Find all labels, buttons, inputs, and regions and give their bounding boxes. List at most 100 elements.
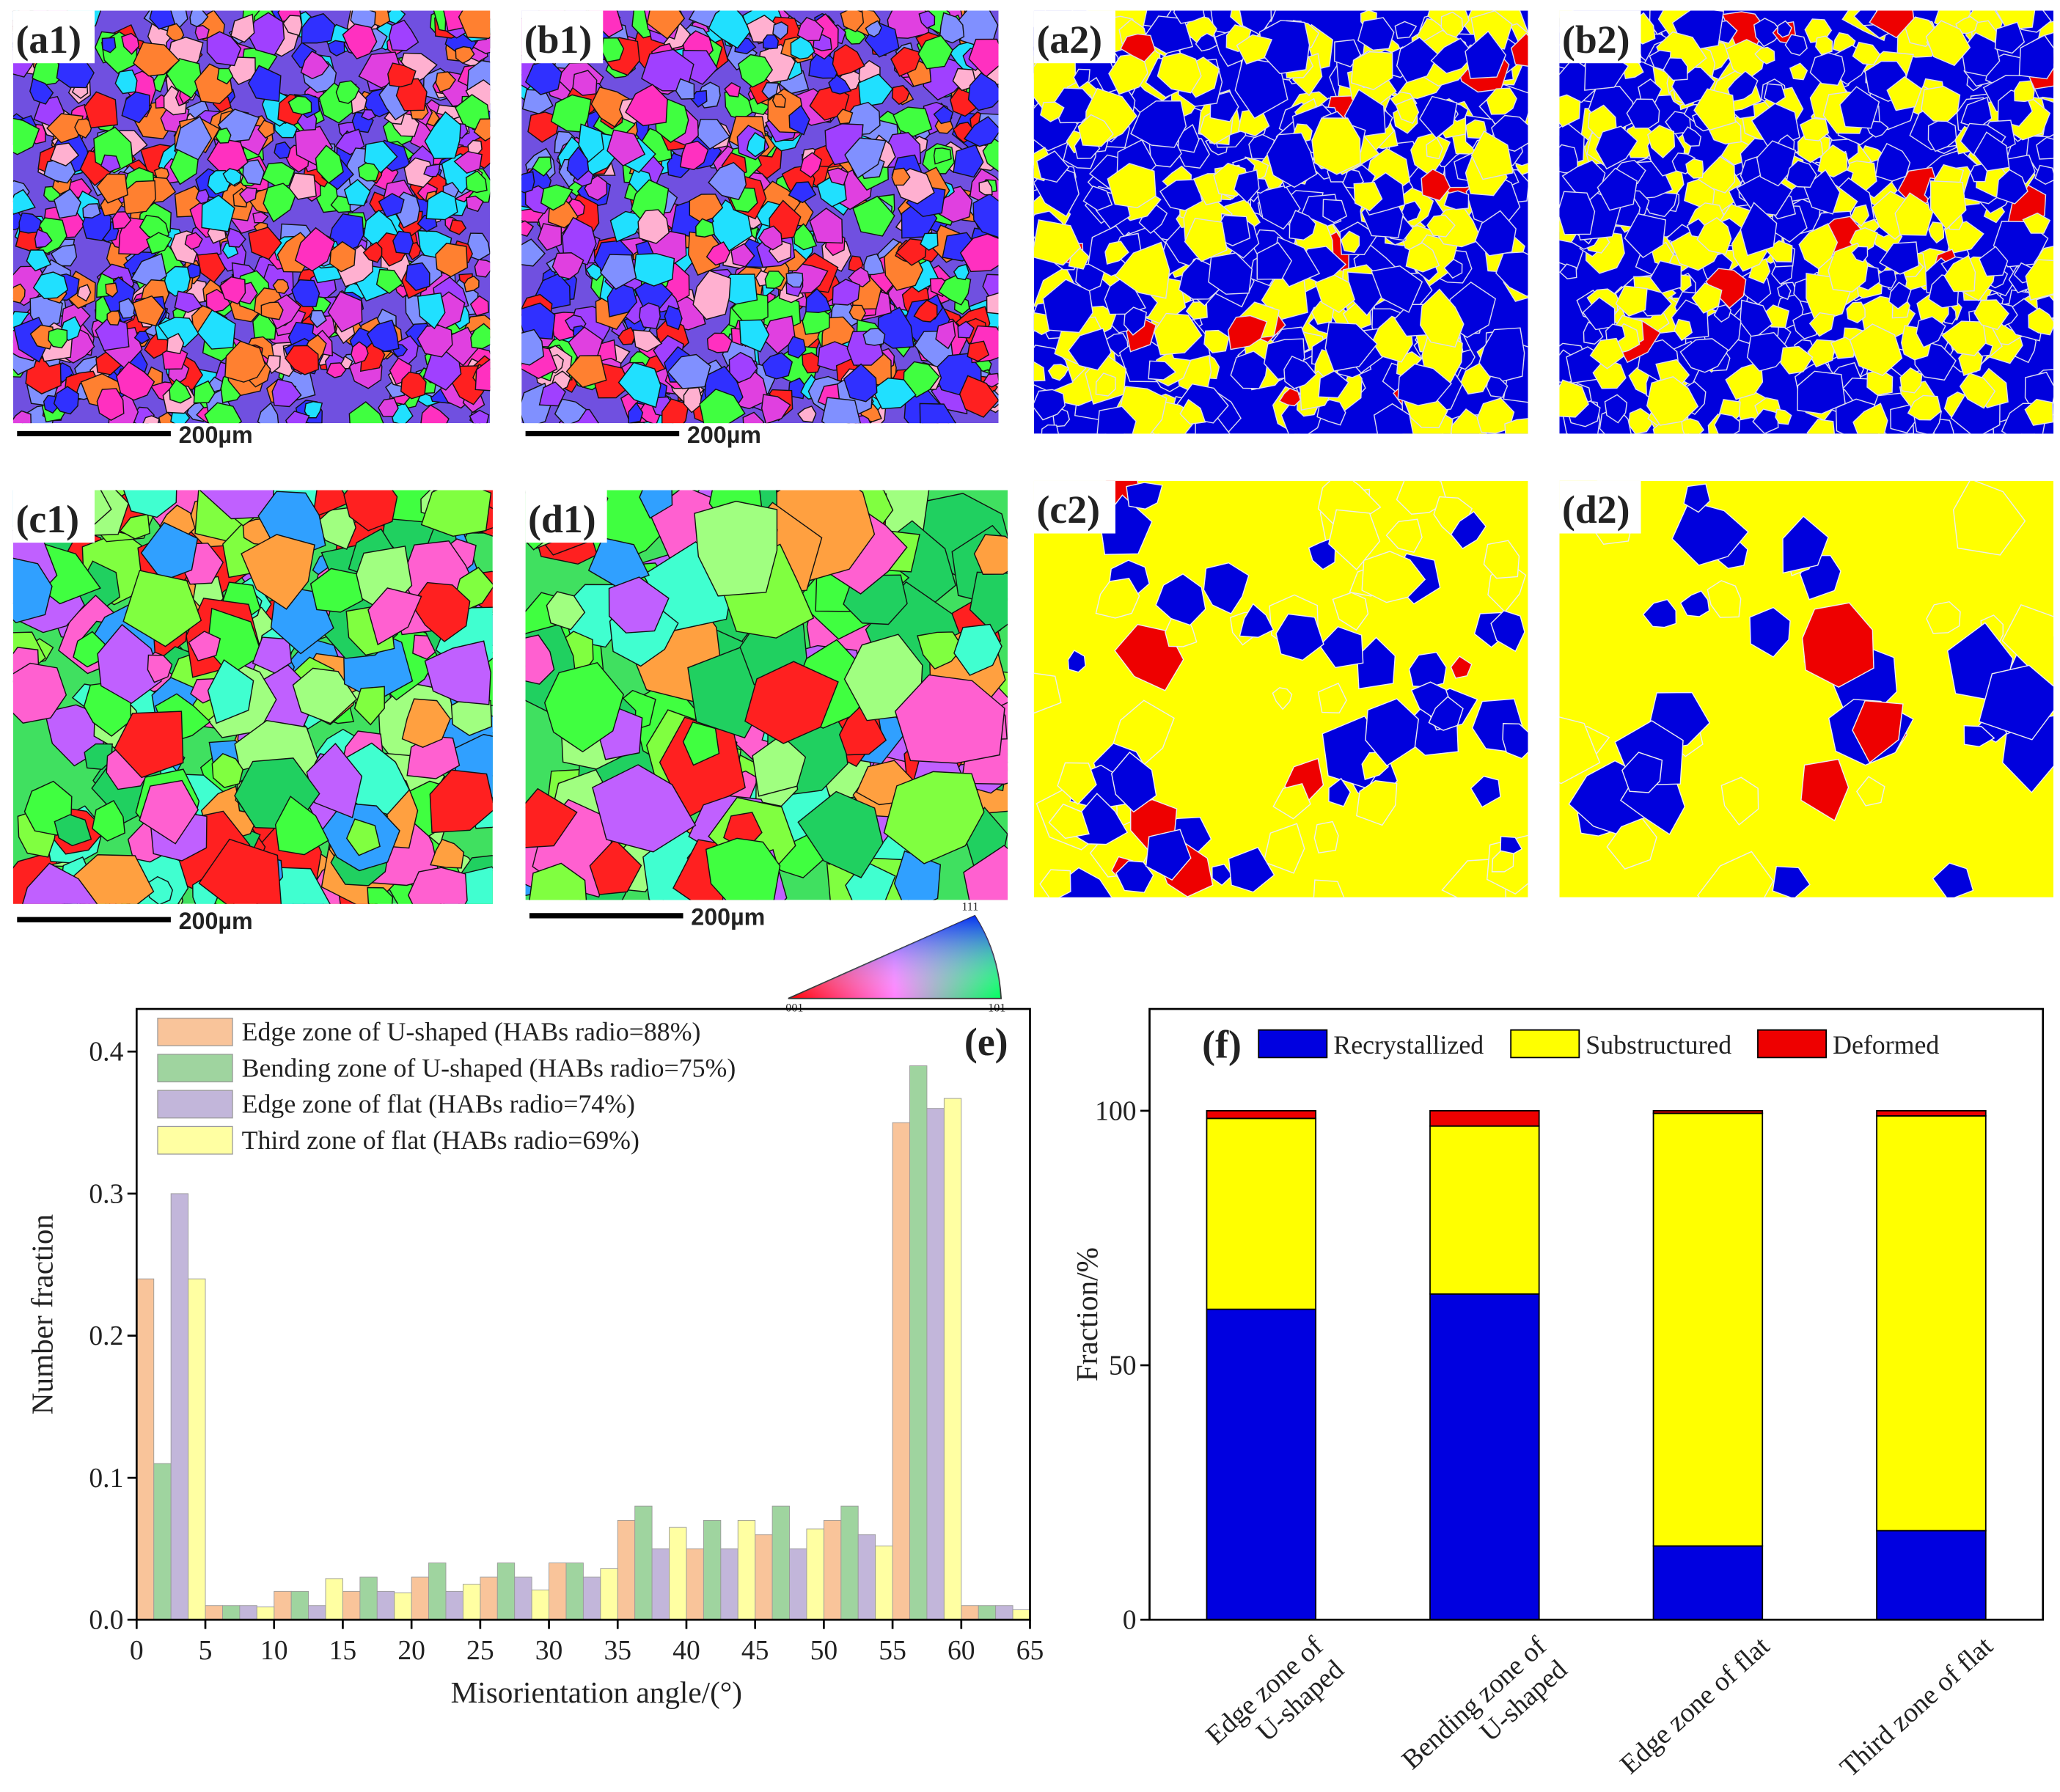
grain	[1899, 367, 1923, 394]
grain	[675, 78, 695, 100]
grain	[291, 279, 320, 307]
grain	[788, 105, 810, 136]
grain	[465, 170, 488, 194]
panel-label-bg	[12, 490, 95, 543]
grain	[287, 95, 312, 115]
grain	[435, 243, 469, 278]
grain	[939, 12, 965, 44]
legend-swatch	[1258, 1029, 1328, 1059]
grain	[351, 341, 369, 364]
grain	[1314, 274, 1356, 313]
grain	[285, 410, 310, 424]
grain	[453, 150, 483, 174]
grain	[1615, 285, 1648, 317]
grain	[139, 779, 199, 845]
grain	[1973, 131, 2010, 172]
grain	[1465, 30, 1507, 79]
bar	[1012, 1609, 1030, 1620]
x-tick-label: 15	[329, 1635, 357, 1666]
bar-segment	[1652, 1112, 1764, 1547]
grain	[449, 219, 467, 235]
grain	[326, 362, 347, 378]
grain	[32, 271, 69, 299]
grain	[197, 252, 226, 284]
panel-label: (d1)	[528, 497, 596, 541]
grain	[1430, 37, 1476, 74]
grain	[1682, 126, 1701, 147]
panel-label-bg	[521, 10, 604, 64]
grain	[1227, 315, 1268, 350]
grain	[1604, 394, 1628, 424]
grain	[1239, 10, 1272, 36]
grain	[1679, 338, 1729, 373]
grain	[1058, 867, 1113, 897]
grain	[1033, 361, 1046, 382]
grain	[708, 10, 751, 49]
bar-segment	[1429, 1293, 1540, 1620]
panel-label: (c1)	[15, 497, 79, 541]
x-tick-label: 45	[741, 1635, 769, 1666]
grain	[329, 240, 356, 273]
grain	[689, 194, 724, 224]
grain	[53, 386, 79, 415]
grain	[1502, 723, 1528, 760]
grain	[1373, 403, 1414, 434]
grain	[1978, 246, 2009, 277]
plot-frame	[135, 1007, 1031, 1621]
bar	[411, 1576, 430, 1620]
bar	[565, 1563, 584, 1620]
grain	[361, 109, 377, 121]
grain	[146, 232, 173, 255]
legend-label: Edge zone of U-shaped (HABs radio=88%)	[242, 1017, 701, 1046]
charts: 0 5 10 15 20 25 30 35 40 45 50 55 60 65 0.0 0.1 0.2 0.3 0.…	[26, 1007, 2045, 1783]
grain	[309, 309, 327, 328]
grain	[568, 326, 604, 360]
bar	[737, 1520, 756, 1620]
grain	[1272, 687, 1293, 710]
grain	[248, 227, 282, 260]
grain	[1784, 34, 1808, 56]
grain	[1928, 221, 1944, 244]
x-tick-label: 55	[879, 1635, 906, 1666]
grain	[933, 105, 954, 125]
bar	[308, 1605, 326, 1620]
grain	[601, 37, 625, 63]
grain	[1361, 551, 1426, 603]
grain-map	[521, 10, 999, 424]
grain	[920, 232, 939, 251]
grain	[890, 46, 923, 77]
grain	[863, 253, 885, 276]
grain	[708, 161, 747, 201]
y-tick-label: 0.4	[89, 1037, 123, 1068]
legend-label: Deformed	[1833, 1030, 1939, 1060]
bar	[978, 1605, 997, 1620]
grain	[76, 284, 92, 302]
grain	[788, 336, 807, 359]
grain	[1693, 88, 1737, 131]
grain	[1510, 32, 1528, 67]
grain	[538, 381, 566, 407]
bar	[703, 1520, 722, 1620]
grain	[617, 326, 637, 345]
grain	[1799, 117, 1830, 142]
grain	[1341, 230, 1360, 253]
grain	[667, 353, 711, 389]
grain	[1642, 598, 1677, 628]
grain	[953, 144, 984, 178]
grain	[1418, 95, 1458, 139]
bar	[462, 1584, 481, 1620]
grain	[1272, 782, 1311, 820]
grain	[1679, 590, 1710, 617]
grain	[799, 152, 823, 178]
grain	[546, 591, 586, 631]
grain	[958, 375, 999, 418]
grain	[1278, 387, 1302, 407]
grain	[1115, 860, 1154, 893]
bar	[325, 1578, 343, 1620]
grain	[1929, 180, 1967, 230]
bar	[857, 1534, 876, 1620]
grain	[133, 331, 150, 345]
grain	[309, 568, 364, 613]
grain	[762, 34, 780, 50]
grain	[1371, 265, 1423, 313]
